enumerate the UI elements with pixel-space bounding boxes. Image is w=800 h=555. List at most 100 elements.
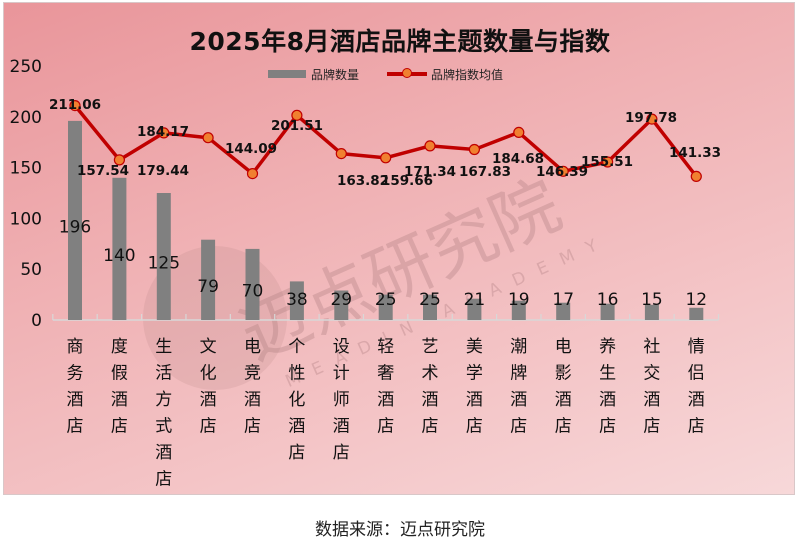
category-label: 店 <box>510 417 527 437</box>
category-label: 式 <box>155 417 172 437</box>
bar-value-label: 19 <box>508 290 530 310</box>
category-label: 酒 <box>422 390 439 410</box>
category-label: 师 <box>333 390 350 410</box>
category-label: 艺 <box>422 337 439 357</box>
bar <box>644 304 659 320</box>
category-label: 设 <box>333 337 350 357</box>
category-label: 店 <box>688 417 705 437</box>
y-tick-label: 100 <box>10 209 42 229</box>
category-label: 酒 <box>510 390 527 410</box>
bar-value-label: 70 <box>242 281 264 301</box>
category-label: 社 <box>643 337 660 357</box>
bar <box>467 298 482 320</box>
category-label: 店 <box>422 417 439 437</box>
category-label: 活 <box>155 364 172 384</box>
y-tick-label: 50 <box>20 260 42 280</box>
line-value-label: 167.83 <box>459 164 511 180</box>
index-marker <box>69 99 81 112</box>
index-marker <box>646 113 658 125</box>
bar <box>68 120 82 321</box>
bar <box>334 290 349 320</box>
category-label: 酒 <box>643 390 660 410</box>
data-source: 数据来源：迈点研究院 <box>315 520 485 540</box>
category-label: 店 <box>333 443 350 463</box>
category-label: 生 <box>599 364 616 384</box>
line-value-label: 211.06 <box>49 97 101 113</box>
category-label: 酒 <box>67 390 84 410</box>
category-label: 酒 <box>288 417 305 437</box>
category-label: 店 <box>111 417 128 437</box>
line-value-label: 184.68 <box>492 151 544 167</box>
category-label: 化 <box>288 390 305 410</box>
legend-bar-label: 品牌数量 <box>311 67 360 82</box>
bar-value-label: 12 <box>685 290 707 310</box>
bar-value-label: 29 <box>330 290 352 310</box>
category-label: 侣 <box>688 364 705 384</box>
bar-value-label: 25 <box>375 290 397 310</box>
category-label: 店 <box>599 417 616 437</box>
bar <box>689 307 704 320</box>
bar <box>378 294 393 320</box>
line-value-label: 184.17 <box>137 124 189 140</box>
category-label: 性 <box>288 364 305 384</box>
category-label: 酒 <box>155 443 172 463</box>
legend-bar-swatch-icon <box>268 70 306 78</box>
line-value-label: 197.78 <box>625 110 677 126</box>
y-tick-label: 250 <box>10 57 42 77</box>
index-marker <box>246 168 259 180</box>
category-label: 店 <box>200 417 217 437</box>
line-value-label: 155.51 <box>581 154 633 170</box>
line-value-label: 159.66 <box>381 173 433 189</box>
index-marker <box>690 170 702 182</box>
category-label: 酒 <box>200 390 217 410</box>
y-tick-label: 150 <box>10 159 42 179</box>
category-label: 个 <box>288 337 305 357</box>
category-label: 店 <box>377 417 394 437</box>
category-label: 影 <box>555 364 572 384</box>
category-label: 电 <box>244 337 261 357</box>
category-label: 学 <box>466 364 483 384</box>
bar-value-label: 25 <box>419 290 441 310</box>
category-label: 养 <box>599 337 616 357</box>
index-marker <box>291 109 303 121</box>
bar <box>423 294 437 320</box>
legend: 品牌数量 品牌指数均值 <box>268 66 503 82</box>
bar-value-label: 15 <box>641 290 663 310</box>
line-value-label: 146.39 <box>536 164 588 180</box>
bar <box>112 177 127 320</box>
category-label: 店 <box>466 417 483 437</box>
category-label: 店 <box>67 417 84 437</box>
index-marker <box>424 140 436 152</box>
index-marker <box>335 148 347 160</box>
category-label: 酒 <box>377 390 394 410</box>
bar-value-label: 79 <box>197 277 219 297</box>
category-label: 术 <box>422 364 439 384</box>
line-value-label: 171.34 <box>404 164 456 180</box>
index-marker <box>202 132 214 144</box>
category-label: 潮 <box>510 337 527 357</box>
category-label: 店 <box>244 417 261 437</box>
category-label: 美 <box>466 337 483 357</box>
bar-value-label: 196 <box>59 217 91 237</box>
category-label: 店 <box>643 417 660 437</box>
bar-value-label: 38 <box>286 290 308 310</box>
line-value-label: 144.09 <box>225 141 277 157</box>
bar <box>245 248 260 320</box>
category-label: 计 <box>333 364 350 384</box>
bar <box>289 281 304 320</box>
category-label: 奢 <box>377 364 394 384</box>
line-value-label: 157.54 <box>77 163 129 179</box>
bar <box>511 300 526 320</box>
category-label: 酒 <box>466 390 483 410</box>
bar-value-label: 17 <box>552 290 574 310</box>
category-label: 交 <box>643 364 660 384</box>
category-label: 化 <box>200 364 217 384</box>
line-value-label: 201.51 <box>271 118 323 134</box>
category-label: 酒 <box>688 390 705 410</box>
y-tick-label: 200 <box>10 108 42 128</box>
y-tick-label: 0 <box>31 311 42 331</box>
line-value-label: 141.33 <box>669 145 721 161</box>
index-marker <box>557 165 569 177</box>
category-label: 电 <box>555 337 572 357</box>
